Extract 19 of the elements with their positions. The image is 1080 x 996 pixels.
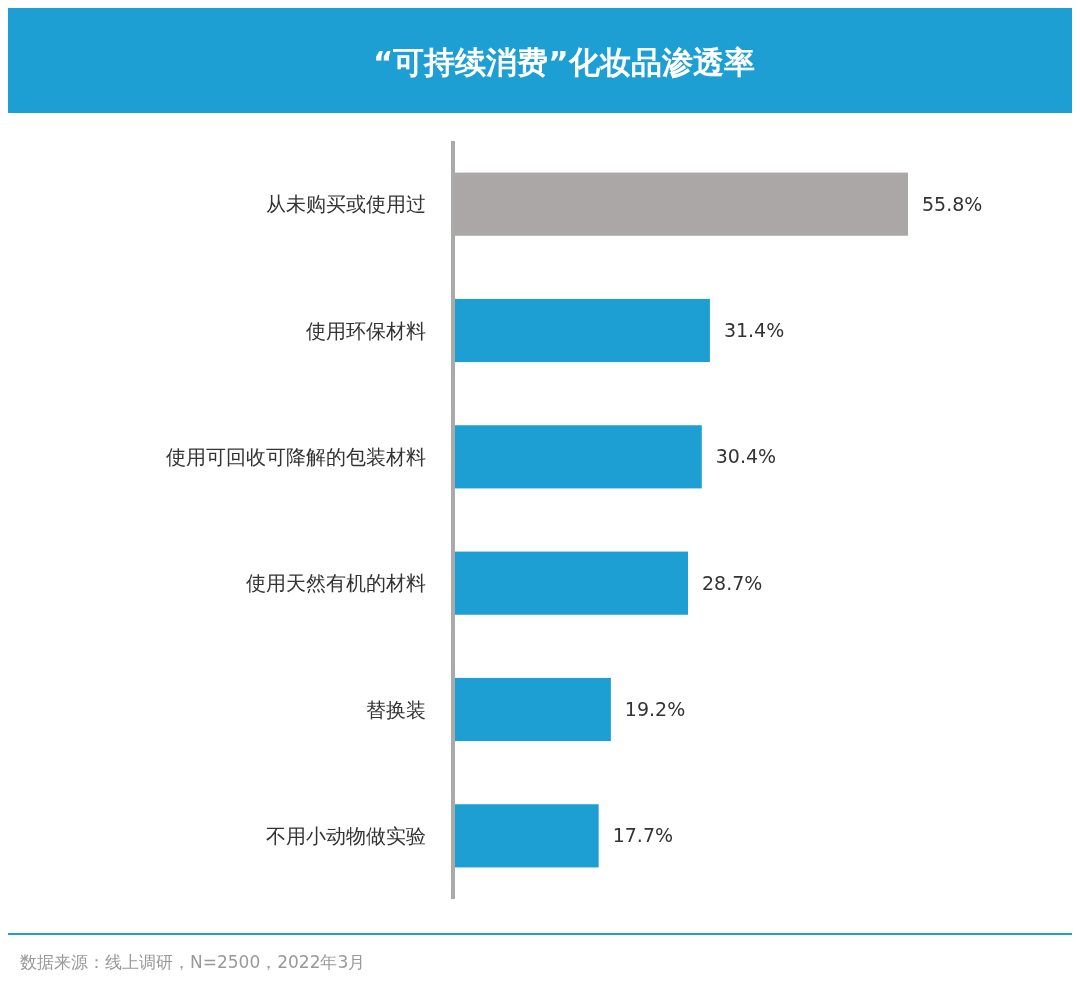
y-tick-label: 从未购买或使用过 — [266, 192, 426, 217]
data-label: 17.7% — [612, 824, 674, 847]
bar — [455, 425, 702, 489]
y-tick-label: 使用可回收可降解的包装材料 — [166, 444, 426, 469]
data-label: 31.4% — [723, 319, 785, 342]
y-tick-label: 使用环保材料 — [306, 318, 426, 343]
source-note: 数据来源：线上调研，N=2500，2022年3月 — [20, 952, 366, 972]
y-tick-label: 使用天然有机的材料 — [246, 571, 426, 596]
data-label: 19.2% — [624, 698, 686, 721]
bar — [455, 298, 710, 363]
data-label: 30.4% — [715, 445, 777, 468]
bar — [455, 804, 599, 868]
data-label: 55.8% — [922, 192, 983, 215]
bar — [455, 677, 611, 742]
chart-title: “可持续消费”化妆品渗透率 — [373, 43, 755, 80]
bar — [455, 551, 688, 615]
y-tick-label: 不用小动物做实验 — [266, 823, 426, 848]
y-tick-label: 替换装 — [366, 697, 426, 722]
data-label: 28.7% — [701, 571, 763, 594]
